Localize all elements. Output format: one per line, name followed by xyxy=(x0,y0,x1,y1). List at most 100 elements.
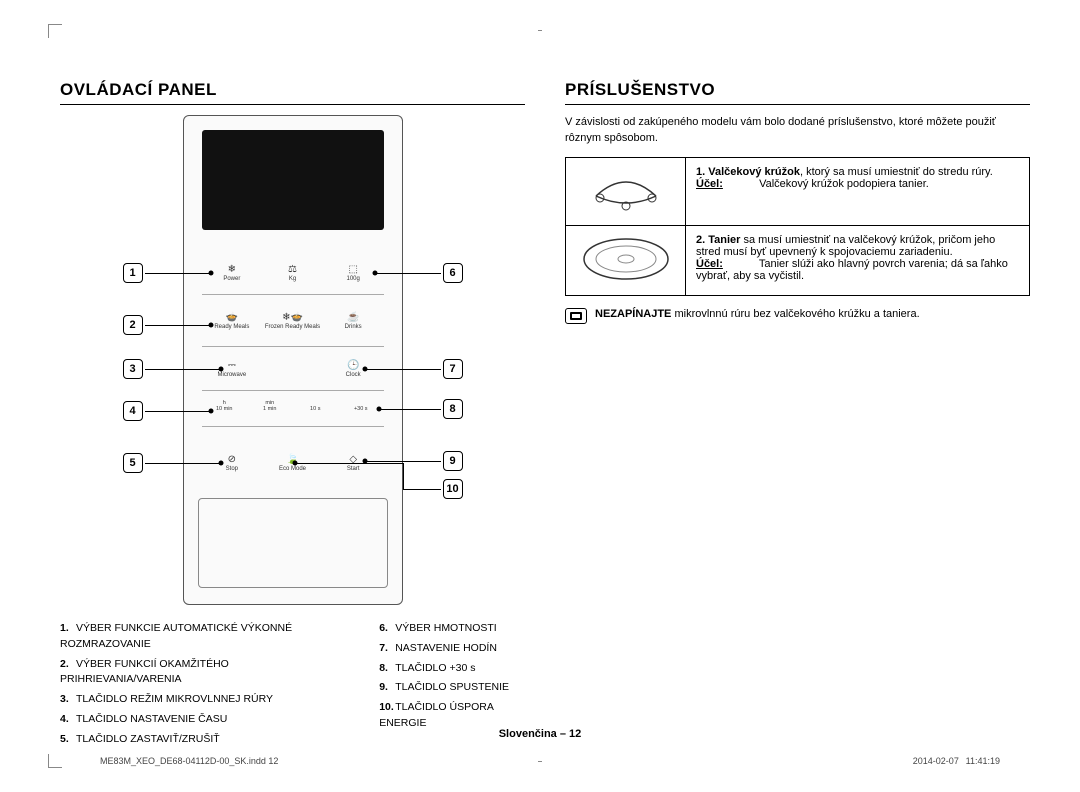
label: 1 min xyxy=(263,406,276,412)
label: Clock xyxy=(346,372,361,378)
lead xyxy=(365,369,441,370)
divider xyxy=(202,426,384,427)
legend-text: TLAČIDLO REŽIM MIKROVLNNEJ RÚRY xyxy=(76,693,273,705)
lead-dot xyxy=(372,271,377,276)
panel-row-3: ⎓Microwave 🕒Clock xyxy=(202,360,384,378)
divider xyxy=(202,346,384,347)
panel-row-4: h10 min min1 min 10 s +30 s xyxy=(202,400,384,412)
lead-dot xyxy=(208,271,213,276)
legend-item: 8.TLAČIDLO +30 s xyxy=(379,661,525,677)
footer-lang: Slovenčina – xyxy=(499,728,569,740)
legend-item: 1.VÝBER FUNKCIE AUTOMATICKÉ VÝKONNÉ ROZM… xyxy=(60,621,349,653)
columns: OVLÁDACÍ PANEL ❄Power ⚖Kg ⬚100g 🍲Ready M… xyxy=(60,80,1030,751)
frozen-meal-icon: ❄🍲 xyxy=(262,312,323,323)
label: Power xyxy=(223,276,240,282)
legend-item: 3.TLAČIDLO REŽIM MIKROVLNNEJ RÚRY xyxy=(60,692,349,708)
legend-text: TLAČIDLO SPUSTENIE xyxy=(395,681,509,693)
control-panel-diagram: ❄Power ⚖Kg ⬚100g 🍲Ready Meals ❄🍲Frozen R… xyxy=(103,115,483,605)
label: Ready Meals xyxy=(214,324,249,330)
note-text: NEZAPÍNAJTE mikrovlnnú rúru bez valčekov… xyxy=(595,308,920,320)
label: 10 s xyxy=(310,406,320,412)
lead-dot xyxy=(376,407,381,412)
lead xyxy=(295,463,403,464)
purpose-label: Účel: xyxy=(696,258,723,270)
divider xyxy=(202,390,384,391)
panel-row-2: 🍲Ready Meals ❄🍲Frozen Ready Meals ☕Drink… xyxy=(202,312,384,330)
legend-item: 4.TLAČIDLO NASTAVENIE ČASU xyxy=(60,712,349,728)
lead xyxy=(145,273,209,274)
right-column: PRÍSLUŠENSTVO V závislosti od zakúpeného… xyxy=(565,80,1030,751)
callout-3: 3 xyxy=(123,359,143,379)
legend-item: 6.VÝBER HMOTNOSTI xyxy=(379,621,525,637)
left-column: OVLÁDACÍ PANEL ❄Power ⚖Kg ⬚100g 🍲Ready M… xyxy=(60,80,525,751)
accessory-image-cell xyxy=(566,225,686,295)
lead xyxy=(145,463,220,464)
purpose-text: Valčekový krúžok podopiera tanier. xyxy=(759,178,929,190)
label: Eco Mode xyxy=(279,466,306,472)
tick-bottom xyxy=(538,761,542,762)
legend-text: VÝBER FUNKCIÍ OKAMŽITÉHO PRIHRIEVANIA/VA… xyxy=(60,658,229,686)
callout-10: 10 xyxy=(443,479,463,499)
label: 10 min xyxy=(216,406,233,412)
lead-dot xyxy=(362,367,367,372)
callout-8: 8 xyxy=(443,399,463,419)
accessories-table: 1. Valčekový krúžok, ktorý sa musí umies… xyxy=(565,157,1030,296)
lead xyxy=(403,489,441,490)
item-name: Tanier xyxy=(708,234,740,246)
footer-page: 12 xyxy=(569,728,581,740)
lead xyxy=(145,325,209,326)
table-row: 1. Valčekový krúžok, ktorý sa musí umies… xyxy=(566,157,1030,225)
legend-text: VÝBER FUNKCIE AUTOMATICKÉ VÝKONNÉ ROZMRA… xyxy=(60,622,292,650)
item-name: Valčekový krúžok xyxy=(708,166,800,178)
lead xyxy=(403,463,404,489)
legend-text: NASTAVENIE HODÍN xyxy=(395,642,497,654)
purpose-label: Účel: xyxy=(696,178,723,190)
label: Drinks xyxy=(345,324,362,330)
label: Start xyxy=(347,466,360,472)
label: Microwave xyxy=(217,372,246,378)
legend-item: 7.NASTAVENIE HODÍN xyxy=(379,641,525,657)
lead-dot xyxy=(218,461,223,466)
callout-5: 5 xyxy=(123,453,143,473)
accessory-image-cell xyxy=(566,157,686,225)
meal-icon: 🍲 xyxy=(202,312,263,323)
note-bold: NEZAPÍNAJTE xyxy=(595,308,671,320)
lead xyxy=(365,461,441,462)
label: +30 s xyxy=(354,406,368,412)
roller-ring-icon xyxy=(586,166,666,214)
item-desc: , ktorý sa musí umiestniť do stredu rúry… xyxy=(800,166,993,178)
footer-center: Slovenčina – 12 xyxy=(0,728,1080,740)
accessory-desc-cell: 2. Tanier sa musí umiestniť na valčekový… xyxy=(686,225,1030,295)
callout-7: 7 xyxy=(443,359,463,379)
panel-display xyxy=(202,130,384,230)
intro-text: V závislosti od zakúpeného modelu vám bo… xyxy=(565,115,1030,147)
tick-top xyxy=(538,30,542,31)
panel-row-1: ❄Power ⚖Kg ⬚100g xyxy=(202,264,384,282)
callout-1: 1 xyxy=(123,263,143,283)
page: OVLÁDACÍ PANEL ❄Power ⚖Kg ⬚100g 🍲Ready M… xyxy=(0,0,1080,792)
accessory-desc-cell: 1. Valčekový krúžok, ktorý sa musí umies… xyxy=(686,157,1030,225)
footer-right: 2014-02-07 11:41:19 xyxy=(913,756,1000,766)
legend-text: VÝBER HMOTNOSTI xyxy=(395,622,497,634)
item-number: 2. xyxy=(696,234,705,246)
warning-note: NEZAPÍNAJTE mikrovlnnú rúru bez valčekov… xyxy=(565,308,1030,324)
crop-mark-bl xyxy=(48,754,62,768)
callout-6: 6 xyxy=(443,263,463,283)
lead xyxy=(375,273,441,274)
legend-text: TLAČIDLO +30 s xyxy=(395,662,475,674)
item-desc: sa musí umiestniť na valčekový krúžok, p… xyxy=(696,234,995,258)
callout-2: 2 xyxy=(123,315,143,335)
lead xyxy=(145,411,209,412)
table-row: 2. Tanier sa musí umiestniť na valčekový… xyxy=(566,225,1030,295)
callout-9: 9 xyxy=(443,451,463,471)
lead xyxy=(379,409,441,410)
lead-dot xyxy=(208,323,213,328)
kg-icon: ⚖ xyxy=(262,264,323,275)
crop-mark-tl xyxy=(48,24,62,38)
legend-item: 2.VÝBER FUNKCIÍ OKAMŽITÉHO PRIHRIEVANIA/… xyxy=(60,657,349,689)
legend-text: TLAČIDLO ÚSPORA ENERGIE xyxy=(379,701,493,729)
footer-left: ME83M_XEO_DE68-04112D-00_SK.indd 12 xyxy=(100,756,278,766)
legend-item: 10.TLAČIDLO ÚSPORA ENERGIE xyxy=(379,700,525,732)
label: Frozen Ready Meals xyxy=(265,324,320,330)
lead-dot xyxy=(218,367,223,372)
